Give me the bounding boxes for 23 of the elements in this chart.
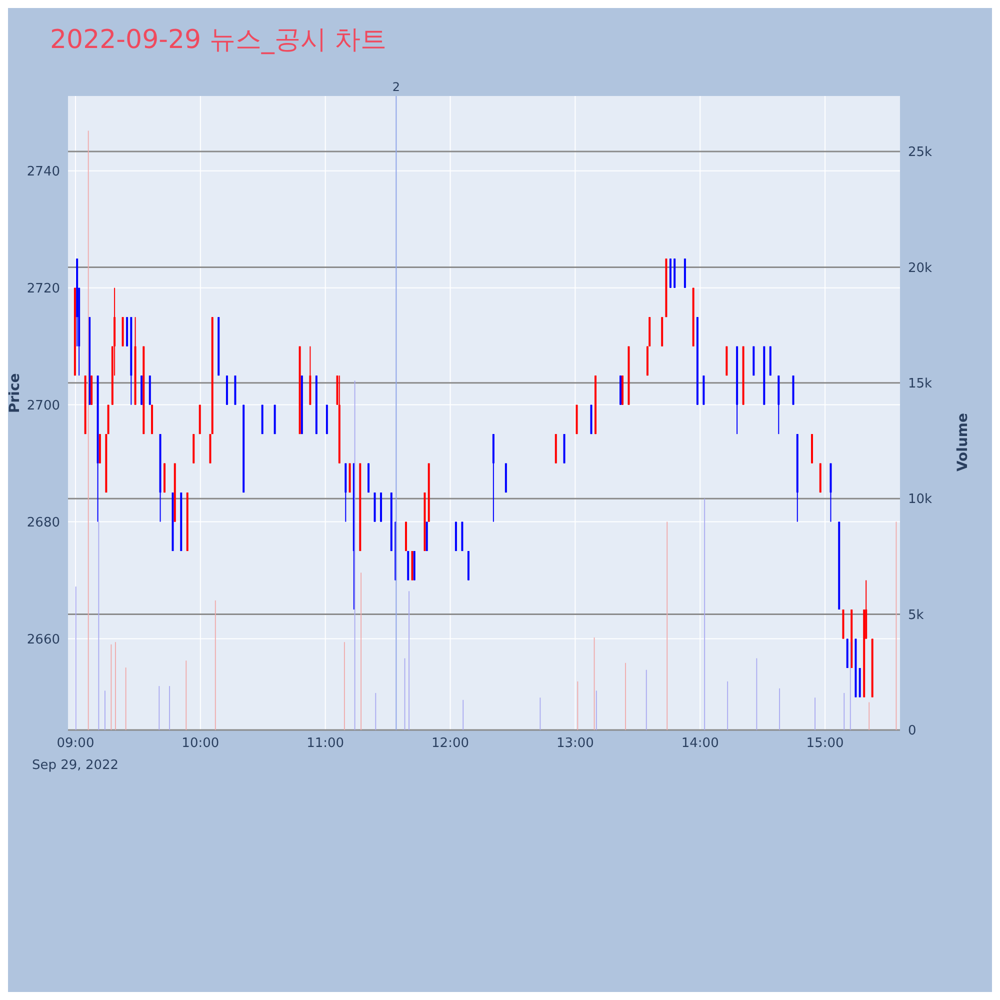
y-tick-label: 2720	[26, 281, 60, 296]
y2-tick-label: 15k	[908, 376, 933, 392]
y-tick-label: 2740	[26, 164, 60, 180]
x-tick-label: 14:00	[681, 736, 719, 752]
x-tick-label: 15:00	[806, 736, 844, 752]
y2-tick-label: 5k	[908, 608, 924, 623]
text: Sep 29, 2022	[32, 758, 119, 773]
y2-tick-label: 10k	[908, 492, 933, 508]
y-tick-label: 2700	[26, 398, 60, 414]
y2-tick-label: 0	[908, 724, 916, 739]
y2-tick-label: 25k	[908, 145, 933, 160]
chart-title: 2022-09-29 뉴스_공시 차트	[50, 24, 387, 57]
x-tick-label: 13:00	[556, 736, 594, 752]
x-tick-label: 09:00	[56, 736, 94, 752]
x-tick-label: 11:00	[306, 736, 344, 752]
x-tick-label: 12:00	[432, 736, 470, 752]
y2-tick-label: 20k	[908, 260, 933, 276]
y-tick-label: 2660	[26, 632, 60, 648]
y2-axis-title: Volume	[954, 413, 971, 472]
annotation: 2	[392, 80, 400, 94]
x-tick-label: 10:00	[182, 736, 220, 752]
y-axis-title: Price	[6, 373, 23, 413]
y-tick-label: 2680	[26, 515, 60, 530]
